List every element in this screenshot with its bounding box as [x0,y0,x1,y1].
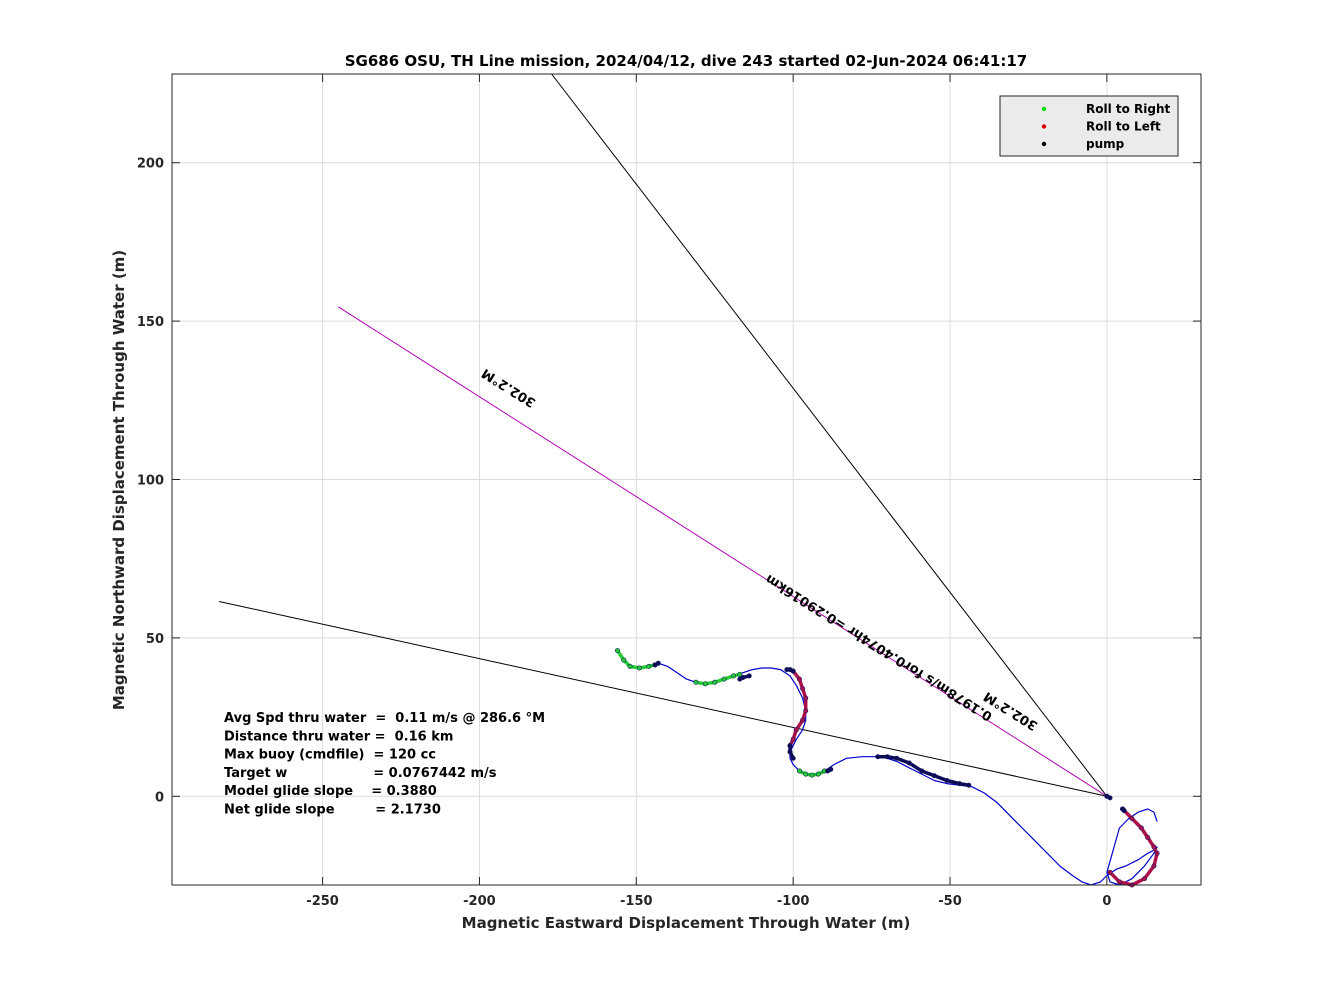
x-tick-label: -100 [777,894,810,909]
pump-point [1121,808,1127,814]
stats-line: Target w = 0.0767442 m/s [224,766,497,781]
roll-left-point [1145,834,1151,840]
y-tick-label: 100 [137,474,164,489]
y-tick-label: 150 [137,315,164,330]
roll-right-point [809,772,815,778]
stats-line: Avg Spd thru water = 0.11 m/s @ 286.6 °M [224,711,545,726]
chart-title: SG686 OSU, TH Line mission, 2024/04/12, … [345,52,1028,70]
x-tick-label: -200 [463,894,496,909]
marker-layer [614,648,1160,888]
roll-left-point [803,708,809,714]
roll-right-point [815,771,821,777]
roll-left-point [1129,815,1135,821]
roll-right-point [702,681,708,687]
roll-right-point [803,771,809,777]
axis-ticks: -250 -200 -150 -100 -50 0 0 50 100 150 200 [137,74,1201,909]
roll-right-point [796,768,802,774]
x-tick-label: 0 [1102,894,1111,909]
pump-point [884,754,890,760]
y-tick-label: 200 [137,157,164,172]
legend-label: pump [1086,137,1125,151]
stats-line: Distance thru water = 0.16 km [224,729,453,744]
y-axis-label: Magnetic Northward Displacement Through … [110,250,128,710]
stats-line: Net glide slope = 2.1730 [224,803,441,818]
pump-point [944,777,950,783]
heading-line-steep [551,73,1108,797]
roll-left-point [803,695,809,701]
roll-left-point [1116,879,1122,885]
roll-right-point [731,673,737,679]
roll-left-point [1151,844,1157,850]
pump-point [746,673,752,679]
roll-left-point [1107,869,1113,875]
roll-left-point [1138,825,1144,831]
roll-left-point [796,676,802,682]
stats-line: Max buoy (cmdfile) = 120 cc [224,748,436,763]
heading-line-302 [338,306,1108,797]
roll-left-point [790,736,796,742]
roll-right-point [621,657,627,663]
pump-point [894,755,900,761]
pump-point [655,660,661,666]
roll-left-point [793,727,799,733]
roll-right-point [614,648,620,654]
y-tick-label: 0 [155,790,164,805]
roll-right-point [627,663,633,669]
pump-point [906,760,912,766]
x-axis-label: Magnetic Eastward Displacement Through W… [462,914,911,932]
pump-point [966,782,972,788]
roll-left-point [1142,876,1148,882]
roll-right-point [737,671,743,677]
pump-point [790,755,796,761]
roll-right-point [693,679,699,685]
legend-label: Roll to Right [1086,102,1171,116]
roll-left-point [800,686,806,692]
pump-point [956,781,962,787]
pump-point [740,674,746,680]
pump-point [1107,795,1113,801]
roll-left-point [1154,850,1160,856]
stats-line: Model glide slope = 0.3880 [224,784,437,799]
legend-label: Roll to Left [1086,120,1161,134]
legend: Roll to Right Roll to Left pump [999,95,1179,157]
legend-box [999,95,1179,157]
heading-line-shallow [218,600,1107,797]
legend-marker [1041,141,1047,147]
y-tick-label: 50 [146,632,164,647]
pump-point [919,768,925,774]
stats-block: Avg Spd thru water = 0.11 m/s @ 286.6 °M… [224,711,545,818]
legend-marker [1041,106,1047,112]
pump-point [931,773,937,779]
x-tick-label: -150 [620,894,653,909]
pump-point [828,766,834,772]
legend-marker [1041,124,1047,129]
reference-lines [218,73,1108,797]
roll-right-point [712,679,718,685]
roll-right-point [636,665,642,671]
x-tick-label: -250 [306,894,339,909]
pump-point [787,749,793,755]
roll-left-point [800,717,806,723]
pump-point [787,743,793,749]
pump-point [875,754,881,760]
roll-right-point [646,663,652,669]
roll-right-point [721,676,727,682]
roll-left-point [1151,863,1157,869]
x-tick-label: -50 [938,894,962,909]
pump-point [790,668,796,674]
grid [172,74,1201,885]
